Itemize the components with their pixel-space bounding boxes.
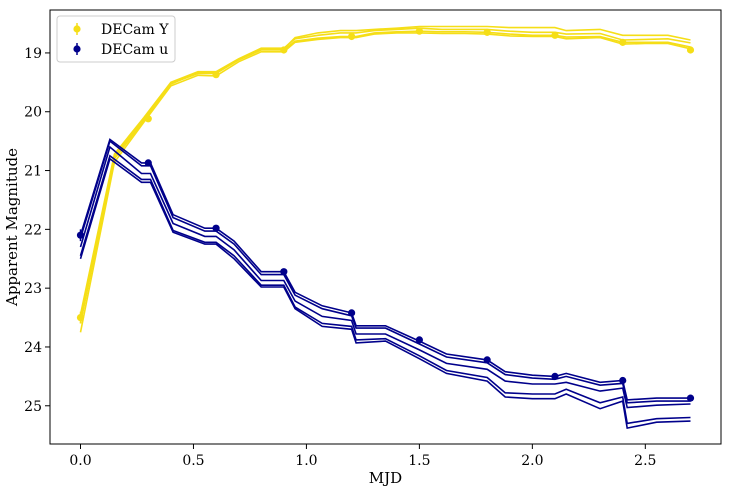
y-tick-label: 22	[24, 222, 42, 238]
y-tick-label: 25	[24, 399, 42, 415]
legend-box	[56, 15, 176, 63]
decam-u-data-point	[483, 356, 491, 364]
legend-label: DECam Y	[101, 22, 169, 38]
y-tick-label: 20	[24, 105, 42, 121]
decam-u-data-point	[686, 394, 695, 402]
decam-u-data-point	[415, 336, 423, 344]
x-axis: 0.0 0.5 1.0 1.5 2.0 2.5	[69, 444, 656, 469]
decam-y-data-point	[348, 32, 356, 41]
x-tick-label: 1.5	[408, 453, 430, 469]
decam-u-data-point	[619, 376, 627, 385]
decam-y-data-point	[212, 71, 220, 79]
decam-u-data-point	[144, 159, 152, 167]
legend-entry-decam-u: DECam u	[73, 42, 168, 58]
decam-u-model-line	[79, 145, 691, 409]
decam-y-data-point	[280, 46, 288, 54]
y-tick-label: 23	[24, 281, 42, 297]
y-axis-title: Apparent Magnitude	[3, 148, 21, 307]
decam-y-data-point	[144, 115, 152, 123]
decam-u-model-line	[79, 138, 691, 401]
decam-u-data-point	[348, 309, 356, 317]
decam-y-data-point	[415, 27, 423, 35]
decam-y-model-line	[79, 30, 691, 324]
decam-u-data-point	[551, 372, 559, 380]
x-tick-label: 0.0	[69, 453, 91, 469]
x-tick-label: 1.0	[295, 453, 317, 469]
decam-u-data-point	[212, 224, 220, 232]
decam-y-model-line	[79, 32, 691, 333]
decam-y-data-point	[551, 31, 559, 39]
decam-u-model-line	[79, 139, 691, 404]
y-tick-label: 24	[24, 340, 42, 356]
x-tick-label: 2.0	[521, 453, 543, 469]
plot-frame	[49, 9, 722, 445]
y-tick-label: 19	[24, 46, 42, 62]
decam-y-data-point	[686, 46, 695, 54]
x-tick-label: 2.5	[634, 453, 656, 469]
x-axis-title: MJD	[369, 469, 402, 487]
y-axis: 19 20 21 22 23 24 25	[24, 46, 50, 415]
legend-entry-decam-y: DECam Y	[73, 22, 169, 38]
decam-y-model-line	[79, 27, 691, 315]
legend-marker	[73, 45, 81, 53]
decam-y-data-point	[619, 38, 627, 46]
legend: DECam Y DECam u	[56, 15, 176, 63]
decam-u-model-line	[79, 157, 691, 430]
decam-u-data-point	[280, 268, 288, 276]
decam-y-model-line	[79, 25, 691, 321]
legend-label: DECam u	[101, 42, 168, 58]
decam-u-model-line	[79, 154, 691, 425]
decam-y-data-point	[483, 28, 491, 36]
x-tick-label: 0.5	[182, 453, 204, 469]
legend-marker	[73, 25, 81, 33]
decam-y-data-point	[76, 313, 85, 322]
plot-content	[76, 25, 695, 430]
decam-u-data-point	[76, 231, 85, 239]
y-tick-label: 21	[24, 164, 42, 180]
